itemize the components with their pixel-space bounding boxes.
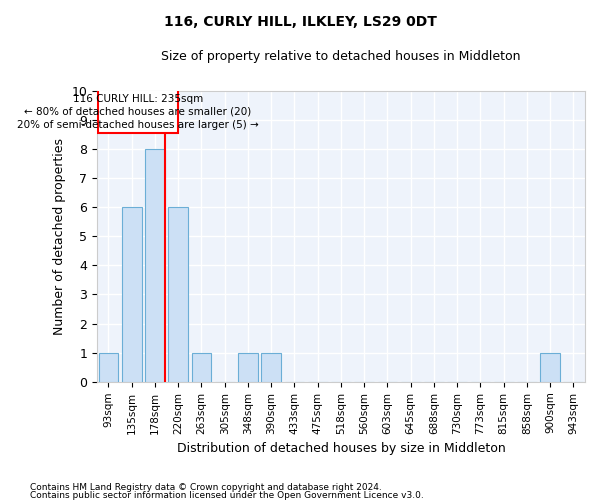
- Bar: [238, 352, 258, 382]
- Bar: [262, 352, 281, 382]
- Text: Contains public sector information licensed under the Open Government Licence v3: Contains public sector information licen…: [30, 490, 424, 500]
- Text: 116, CURLY HILL, ILKLEY, LS29 0DT: 116, CURLY HILL, ILKLEY, LS29 0DT: [164, 15, 436, 29]
- Text: 116 CURLY HILL: 235sqm: 116 CURLY HILL: 235sqm: [73, 94, 203, 104]
- Bar: [145, 149, 165, 382]
- Title: Size of property relative to detached houses in Middleton: Size of property relative to detached ho…: [161, 50, 521, 63]
- Bar: [98, 352, 118, 382]
- Bar: [540, 352, 560, 382]
- Bar: [122, 207, 142, 382]
- Bar: [169, 207, 188, 382]
- X-axis label: Distribution of detached houses by size in Middleton: Distribution of detached houses by size …: [176, 442, 505, 455]
- Bar: [98, 84, 178, 133]
- Y-axis label: Number of detached properties: Number of detached properties: [53, 138, 65, 334]
- Text: ← 80% of detached houses are smaller (20): ← 80% of detached houses are smaller (20…: [24, 106, 251, 117]
- Bar: [191, 352, 211, 382]
- Text: Contains HM Land Registry data © Crown copyright and database right 2024.: Contains HM Land Registry data © Crown c…: [30, 484, 382, 492]
- Text: 20% of semi-detached houses are larger (5) →: 20% of semi-detached houses are larger (…: [17, 120, 259, 130]
